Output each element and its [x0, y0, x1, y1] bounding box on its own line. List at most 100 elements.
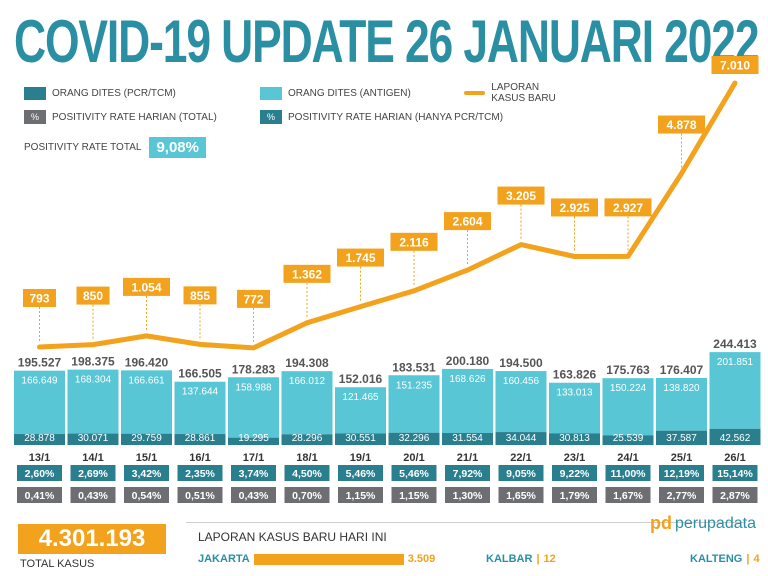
positivity-total-box: [605, 487, 651, 503]
positivity-pcr-label: 9,05%: [506, 468, 536, 480]
legend-pcr: ORANG DITES (PCR/TCM): [24, 86, 176, 100]
bar-antigen: [442, 368, 493, 434]
line-value-label: 2.116: [399, 235, 429, 249]
bar-antigen-label: 160.456: [503, 376, 540, 387]
bar-pcr: [121, 433, 172, 445]
line-value-box: [237, 289, 270, 308]
bar-pcr: [442, 433, 493, 445]
legend-pos-pcr: % POSITIVITY RATE HARIAN (HANYA PCR/TCM): [260, 110, 503, 124]
province-value: 12: [543, 553, 556, 565]
bar-total-label: 166.505: [178, 367, 222, 381]
line-value-box: [123, 277, 170, 296]
legend-pos-pcr-swatch: %: [260, 110, 282, 124]
positivity-total-label: 0,54%: [132, 490, 162, 502]
positivity-total-label: 1,15%: [346, 490, 376, 502]
positivity-total-label: 0,43%: [78, 490, 108, 502]
positivity-total-box: [70, 487, 116, 503]
x-tick-label: 20/1: [403, 452, 424, 464]
province-name: KALBAR: [486, 553, 533, 565]
line-value-box: [337, 248, 384, 267]
bar-pcr: [67, 433, 119, 445]
positivity-pcr-box: [552, 465, 597, 481]
positivity-total-box: [231, 487, 276, 503]
legend: ORANG DITES (PCR/TCM) ORANG DITES (ANTIG…: [24, 82, 556, 130]
positivity-total-box: [712, 487, 758, 503]
positivity-pcr-label: 9,22%: [560, 468, 590, 480]
line-value-label: 1.745: [345, 251, 375, 265]
bar-antigen: [67, 369, 119, 434]
bar-antigen: [228, 377, 279, 438]
bar-antigen: [335, 387, 386, 434]
x-tick-label: 16/1: [189, 452, 210, 464]
positivity-pcr-box: [498, 465, 544, 481]
legend-pos-total: % POSITIVITY RATE HARIAN (TOTAL): [24, 110, 217, 124]
x-tick-label: 23/1: [564, 452, 585, 464]
bar-pcr-label: 25.539: [613, 433, 644, 444]
line-value-label: 793: [29, 292, 49, 306]
positivity-total-label: 1,65%: [506, 490, 536, 502]
positivity-pcr-box: [445, 465, 490, 481]
legend-antigen-label: ORANG DITES (ANTIGEN): [288, 87, 411, 99]
positivity-total-box: [284, 487, 330, 503]
line-value-box: [497, 186, 545, 205]
bar-total-label: 194.308: [285, 356, 329, 370]
line-value-label: 1.054: [131, 280, 161, 294]
x-tick-label: 17/1: [243, 452, 264, 464]
legend-pos-pcr-label: POSITIVITY RATE HARIAN (HANYA PCR/TCM): [288, 111, 504, 123]
line-value-label: 772: [243, 292, 263, 306]
bar-antigen-label: 150.224: [610, 383, 647, 394]
bar-total-label: 195.527: [18, 356, 62, 370]
positivity-pcr-box: [177, 465, 223, 481]
legend-kasus-line: [464, 91, 486, 95]
bar-total-label: 152.016: [339, 372, 383, 386]
bar-pcr: [174, 434, 226, 445]
legend-pos-total-label: POSITIVITY RATE HARIAN (TOTAL): [52, 111, 217, 123]
bar-antigen-label: 138.820: [663, 383, 700, 394]
bar-total-label: 183.531: [392, 360, 436, 374]
positivity-total-box: [659, 487, 704, 503]
line-value-label: 2.925: [559, 201, 589, 215]
positivity-pcr-label: 7,92%: [453, 468, 483, 480]
bar-total-label: 194.500: [499, 356, 543, 370]
positivity-total-label: 1,67%: [613, 490, 643, 502]
positivity-pcr-box: [659, 465, 704, 481]
positivity-total-label: 0,41%: [25, 490, 55, 502]
positivity-total-box: [391, 487, 437, 503]
line-value-box: [283, 264, 331, 283]
bar-antigen-label: 166.649: [21, 376, 58, 387]
brand-name: perupadata: [675, 514, 756, 532]
line-value-box: [551, 198, 598, 217]
positivity-total-label: 2,87%: [720, 490, 750, 502]
positivity-pcr-box: [70, 465, 116, 481]
bar-pcr-label: 30.071: [78, 433, 109, 444]
line-value-box: [711, 56, 759, 74]
x-tick-label: 25/1: [671, 452, 692, 464]
bar-antigen-label: 168.626: [449, 374, 486, 385]
bar-total-label: 196.420: [125, 355, 169, 369]
line-value-box: [76, 286, 110, 305]
line-value-label: 3.205: [506, 189, 536, 203]
bar-antigen-label: 158.988: [235, 382, 272, 393]
brand-logo: pd perupadata: [650, 513, 756, 534]
positivity-pcr-box: [124, 465, 169, 481]
province-value: 3.509: [407, 553, 436, 565]
positivity-total-label: POSITIVITY RATE TOTAL: [24, 142, 142, 153]
line-value-box: [444, 212, 491, 231]
positivity-pcr-label: 15,14%: [717, 468, 753, 480]
positivity-total-label: 0,51%: [185, 490, 215, 502]
positivity-total-label: 1,30%: [453, 490, 483, 502]
bar-antigen: [709, 352, 761, 429]
line-value-box: [183, 286, 217, 305]
positivity-pcr-label: 3,74%: [239, 468, 269, 480]
bar-pcr: [656, 430, 707, 445]
x-tick-label: 19/1: [350, 452, 371, 464]
legend-antigen-swatch: [260, 86, 282, 100]
line-value-box: [658, 115, 705, 134]
bar-pcr: [549, 433, 600, 445]
positivity-total-label: 1,79%: [560, 490, 590, 502]
positivity-total-box: [445, 487, 490, 503]
legend-antigen: ORANG DITES (ANTIGEN): [260, 86, 411, 100]
positivity-total-box: [17, 487, 62, 503]
bar-antigen: [495, 371, 547, 433]
